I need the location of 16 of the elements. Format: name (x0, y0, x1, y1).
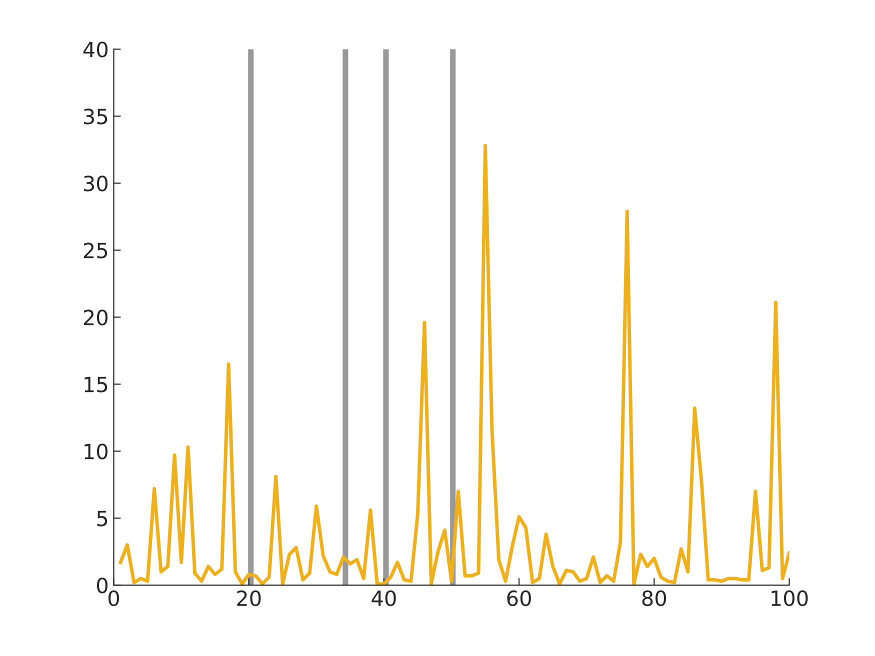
x-tick-label: 60 (507, 590, 531, 606)
y-tick-label: 35 (84, 108, 108, 124)
x-tick-label: 80 (642, 590, 666, 606)
y-tick-label: 15 (84, 376, 108, 392)
y-tick-label: 25 (84, 242, 108, 258)
line-series (118, 144, 790, 586)
y-tick-label: 0 (97, 578, 108, 594)
y-tick-label: 10 (84, 444, 108, 460)
x-tick-label: 20 (237, 590, 261, 606)
y-tick-label: 40 (83, 42, 108, 58)
x-tick-label: 0 (108, 590, 119, 606)
y-tick-label: 5 (97, 510, 108, 526)
y-tick-label: 30 (84, 176, 108, 192)
x-tick-label: 40 (372, 590, 396, 606)
y-tick-label: 20 (84, 310, 108, 326)
x-tick-label: 100 (772, 590, 808, 606)
